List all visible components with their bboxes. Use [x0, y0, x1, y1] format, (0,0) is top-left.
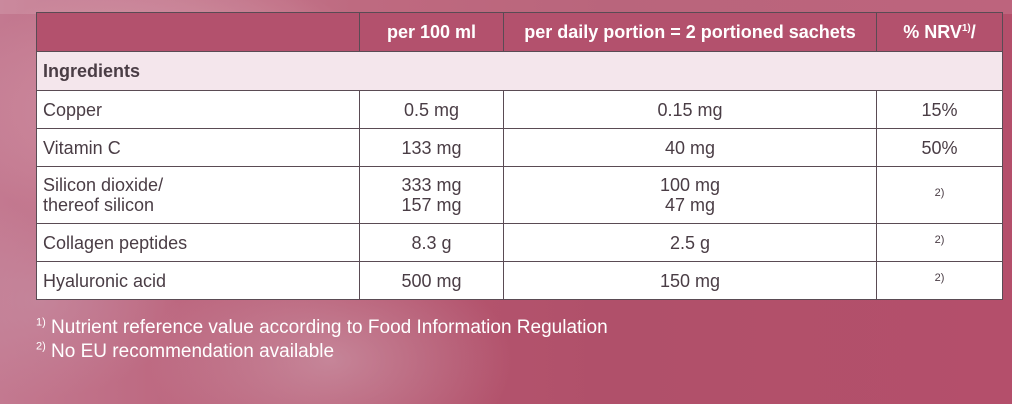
- value-per-100ml-line2: 157 mg: [401, 195, 462, 215]
- value-per-100ml-line1: 333 mg: [401, 175, 462, 195]
- table-row: Collagen peptides 8.3 g 2.5 g 2): [36, 223, 1003, 262]
- ingredient-name: Collagen peptides: [36, 223, 360, 262]
- table-row: Silicon dioxide/ thereof silicon 333 mg …: [36, 166, 1003, 224]
- nrv-footnote-ref: 2): [934, 234, 945, 246]
- value-per-100ml: 133 mg: [359, 128, 504, 167]
- header-per-100ml: per 100 ml: [359, 12, 504, 52]
- value-per-daily: 2.5 g: [503, 223, 877, 262]
- value-per-100ml: 0.5 mg: [359, 90, 504, 129]
- value-nrv: 2): [876, 166, 1003, 224]
- value-nrv: 2): [876, 223, 1003, 262]
- header-nrv-label: % NRV: [903, 22, 962, 42]
- nrv-footnote-ref: 2): [934, 272, 945, 284]
- header-per-daily-portion: per daily portion = 2 portioned sachets: [503, 12, 877, 52]
- footnotes: 1) Nutrient reference value according to…: [36, 316, 608, 364]
- header-nrv-sup: 1): [961, 23, 971, 34]
- footnote-1: 1) Nutrient reference value according to…: [36, 316, 608, 340]
- value-per-daily: 150 mg: [503, 261, 877, 300]
- value-per-100ml: 333 mg 157 mg: [359, 166, 504, 224]
- value-per-daily-line2: 47 mg: [664, 195, 716, 215]
- ingredient-name-line2: thereof silicon: [43, 195, 155, 215]
- footnote-1-mark: 1): [36, 316, 46, 329]
- table-row: Vitamin C 133 mg 40 mg 50%: [36, 128, 1003, 167]
- value-per-daily: 100 mg 47 mg: [503, 166, 877, 224]
- header-blank: [36, 12, 360, 52]
- value-per-daily: 0.15 mg: [503, 90, 877, 129]
- value-per-100ml: 500 mg: [359, 261, 504, 300]
- table-row: Copper 0.5 mg 0.15 mg 15%: [36, 90, 1003, 129]
- table-row: Hyaluronic acid 500 mg 150 mg 2): [36, 261, 1003, 300]
- nutrition-table: per 100 ml per daily portion = 2 portion…: [36, 12, 1003, 300]
- footnote-2: 2) No EU recommendation available: [36, 340, 608, 364]
- footnote-1-text: Nutrient reference value according to Fo…: [45, 317, 608, 338]
- value-nrv: 2): [876, 261, 1003, 300]
- nrv-footnote-ref: 2): [934, 186, 945, 199]
- header-nrv-suffix: /: [970, 22, 976, 42]
- section-label: Ingredients: [36, 51, 1003, 91]
- top-strip: [0, 0, 1012, 14]
- value-per-daily: 40 mg: [503, 128, 877, 167]
- table-header-row: per 100 ml per daily portion = 2 portion…: [36, 12, 1003, 52]
- ingredient-name-line1: Silicon dioxide/: [43, 175, 164, 195]
- value-per-100ml: 8.3 g: [359, 223, 504, 262]
- header-nrv: % NRV1)/: [876, 12, 1003, 52]
- ingredient-name: Hyaluronic acid: [36, 261, 360, 300]
- footnote-2-mark: 2): [36, 340, 46, 353]
- footnote-2-text: No EU recommendation available: [45, 341, 335, 362]
- ingredient-name: Vitamin C: [36, 128, 360, 167]
- section-row-ingredients: Ingredients: [36, 51, 1003, 91]
- value-nrv: 50%: [876, 128, 1003, 167]
- value-per-daily-line1: 100 mg: [659, 175, 721, 195]
- value-nrv: 15%: [876, 90, 1003, 129]
- ingredient-name: Silicon dioxide/ thereof silicon: [36, 166, 360, 224]
- ingredient-name: Copper: [36, 90, 360, 129]
